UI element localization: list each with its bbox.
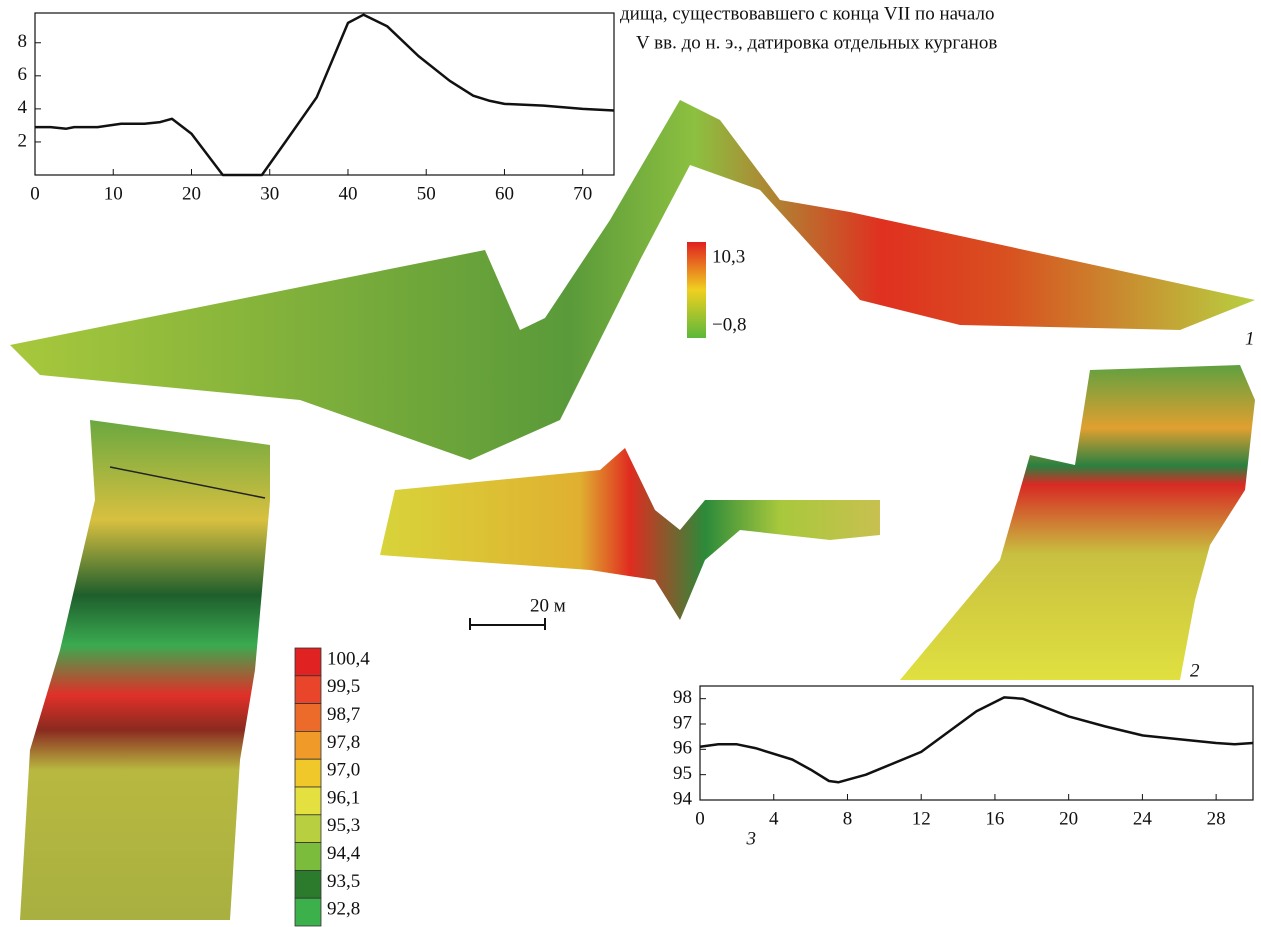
x-tick-label: 16 <box>985 808 1004 829</box>
y-tick-label: 95 <box>673 763 692 784</box>
y-tick-label: 8 <box>18 31 28 52</box>
panel-label: 3 <box>746 828 757 849</box>
legend-label: 100,4 <box>327 648 370 669</box>
y-tick-label: 96 <box>673 738 692 759</box>
x-tick-label: 0 <box>30 183 40 204</box>
x-tick-label: 20 <box>182 183 201 204</box>
x-tick-label: 30 <box>260 183 279 204</box>
body-text: V вв. до н. э., датировка отдельных кург… <box>636 32 997 53</box>
surface-4 <box>900 365 1255 680</box>
plot-frame <box>699 685 1254 801</box>
data-line <box>699 696 1254 784</box>
legend-label: 96,1 <box>327 787 360 808</box>
x-tick-label: 0 <box>695 808 705 829</box>
x-tick-label: 8 <box>843 808 853 829</box>
legend-swatch <box>294 786 322 816</box>
legend-swatch <box>294 647 322 677</box>
x-tick-label: 50 <box>417 183 436 204</box>
legend-label: 93,5 <box>327 871 360 892</box>
surface-2 <box>380 448 880 620</box>
y-tick-label: 94 <box>673 788 693 809</box>
x-tick-label: 28 <box>1207 808 1226 829</box>
x-tick-label: 20 <box>1059 808 1078 829</box>
legend-label: −0,8 <box>712 314 746 335</box>
plot-frame <box>34 12 615 176</box>
legend-label: 92,8 <box>327 899 360 920</box>
surface-1 <box>10 100 1255 460</box>
legend-swatch <box>294 814 322 843</box>
legend-swatch <box>294 703 322 732</box>
x-tick-label: 60 <box>495 183 514 204</box>
x-tick-label: 12 <box>912 808 931 829</box>
surface-3 <box>20 420 270 920</box>
panel-label: 1 <box>1245 328 1255 349</box>
x-tick-label: 70 <box>573 183 592 204</box>
color-bar <box>687 242 706 338</box>
x-tick-label: 40 <box>338 183 357 204</box>
y-tick-label: 6 <box>18 64 28 85</box>
legend-label: 95,3 <box>327 815 360 836</box>
panel-label: 2 <box>1190 660 1200 681</box>
body-text: дища, существовавшего с конца VII по нач… <box>620 3 994 24</box>
legend-label: 98,7 <box>327 704 360 725</box>
legend-label: 97,8 <box>327 732 360 753</box>
x-tick-label: 24 <box>1133 808 1153 829</box>
scale-label: 20 м <box>530 595 566 616</box>
y-tick-label: 2 <box>18 130 28 151</box>
legend-swatch <box>294 842 322 871</box>
legend-label: 94,4 <box>327 843 361 864</box>
legend-swatch <box>294 675 322 704</box>
legend-swatch <box>294 758 322 788</box>
legend: 100,4 99,5 98,7 97,8 97,0 96,1 95,3 94,4 93,5 92,… <box>294 647 370 927</box>
legend-label: 99,5 <box>327 676 360 697</box>
y-tick-label: 97 <box>673 712 692 733</box>
y-tick-label: 4 <box>18 97 28 118</box>
legend-label: 10,3 <box>712 246 745 267</box>
x-tick-label: 10 <box>104 183 123 204</box>
legend-swatch <box>294 731 322 760</box>
x-tick-label: 4 <box>769 808 779 829</box>
legend-swatch <box>294 897 322 927</box>
data-line <box>35 13 615 177</box>
scale-bar: 20 м <box>469 595 566 630</box>
y-tick-label: 98 <box>673 687 692 708</box>
legend-label: 97,0 <box>327 760 360 781</box>
legend-swatch <box>294 870 322 899</box>
